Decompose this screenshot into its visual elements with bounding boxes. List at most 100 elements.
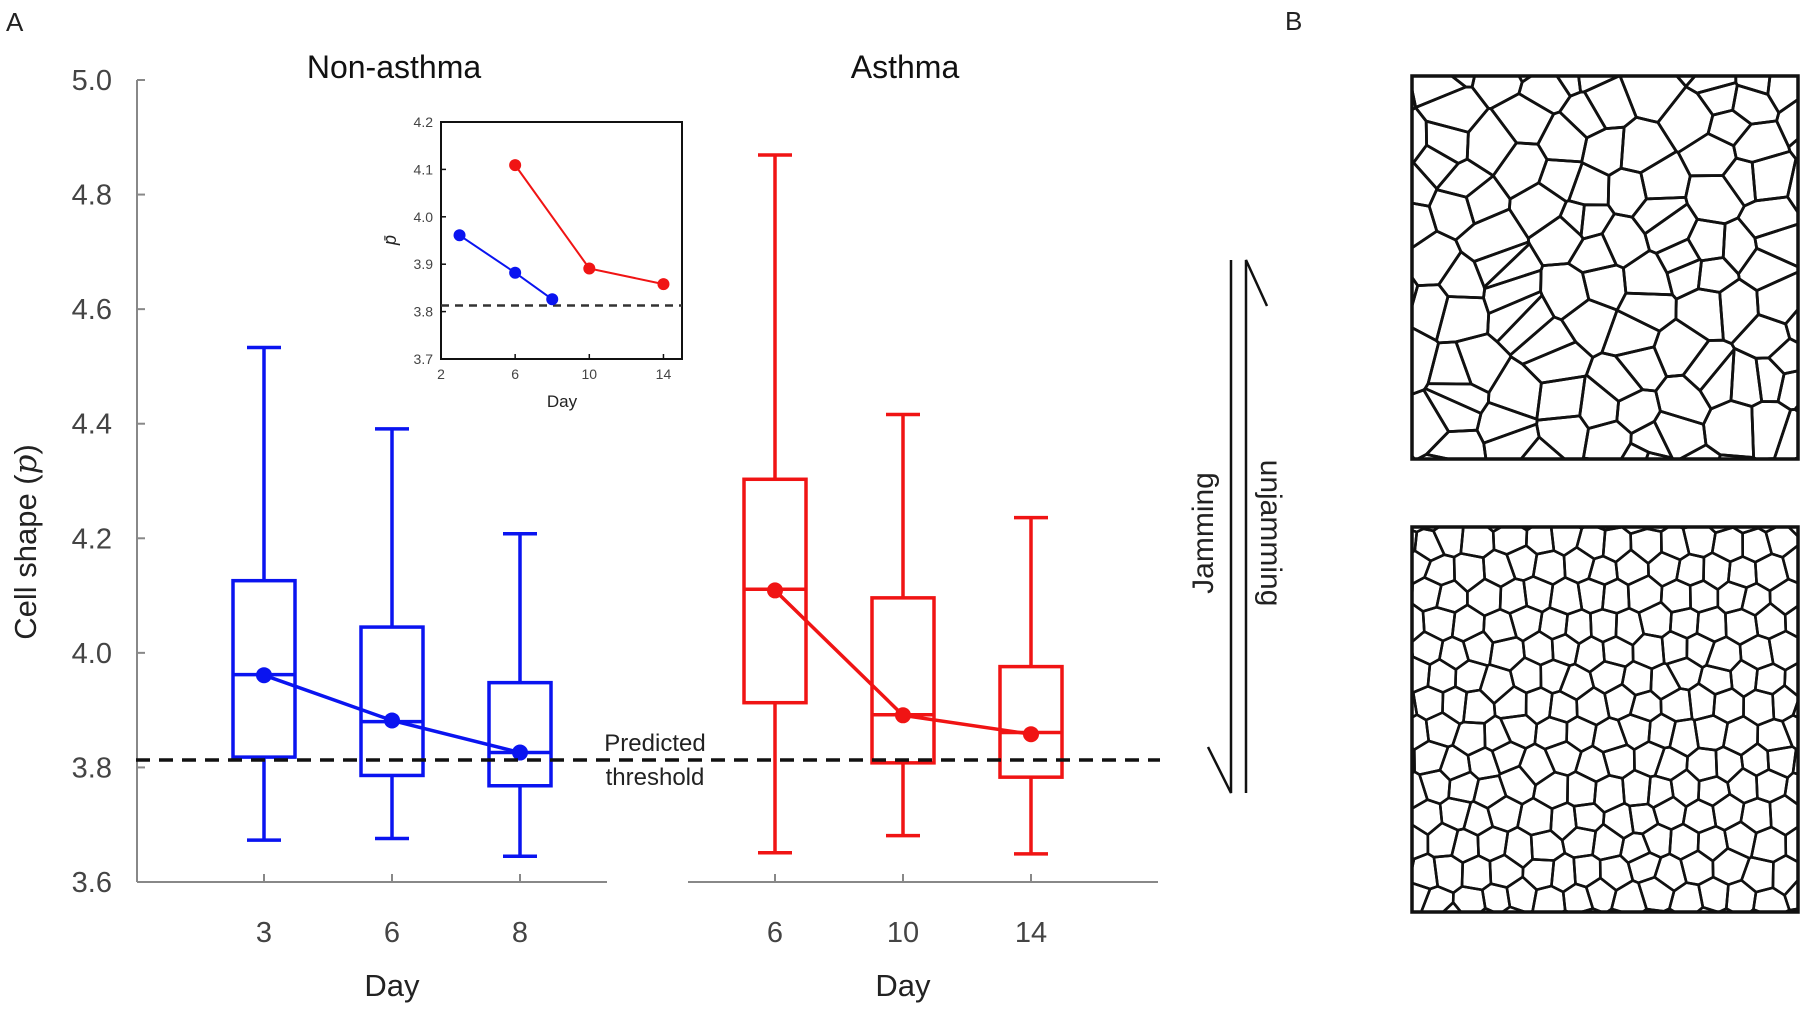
cell (1645, 527, 1671, 533)
cell (1593, 527, 1624, 532)
mean-point (512, 744, 528, 761)
cell (1352, 787, 1410, 849)
mean-point (256, 667, 272, 684)
inset-point-asthma (657, 278, 670, 291)
inset-x-tick-label: 10 (582, 366, 598, 382)
cell (1485, 527, 1504, 533)
cell (1517, 76, 1534, 84)
box-iqr (359, 625, 425, 778)
cell (1748, 908, 1764, 912)
y-axis-label-text: Cell shape (8, 493, 43, 639)
box-non-asthma-day-8 (487, 531, 553, 858)
box-group-non-asthma: 3 6 8 (231, 345, 553, 949)
box-non-asthma-day-3 (231, 345, 297, 842)
cell (1526, 909, 1537, 912)
cell (1611, 16, 1697, 64)
cell (1717, 907, 1736, 912)
cell (1465, 16, 1549, 58)
inset-x-axis-label: Day (547, 392, 578, 411)
cell (1783, 771, 1798, 807)
tissue-bottom-frame (1410, 525, 1800, 914)
cell (1500, 905, 1529, 912)
inset-series (453, 159, 670, 306)
tissue-top-frame (1410, 74, 1800, 461)
cell (1412, 527, 1425, 534)
inset-x-tick-label: 14 (656, 366, 672, 382)
cell (1352, 898, 1416, 972)
group-title-asthma: Asthma (851, 49, 960, 85)
cell (1421, 527, 1442, 533)
x-tick-label: 10 (887, 917, 919, 949)
inset-axes: 3.7 3.8 3.9 4.0 4.1 4.2 2 6 10 14 (414, 114, 672, 382)
inset-y-tick-label: 4.0 (414, 209, 434, 225)
cell (1412, 453, 1417, 459)
cell (1412, 690, 1419, 719)
x-axis-label-asthma: Day (875, 968, 931, 1003)
inset-y-tick-label: 3.9 (414, 256, 434, 272)
tissue-top-cells (1352, 16, 1798, 519)
y-tick-label: 4.0 (72, 638, 112, 670)
cell (1412, 529, 1419, 554)
y-tick-label: 5.0 (72, 65, 112, 97)
group-title-non-asthma: Non-asthma (307, 49, 482, 85)
cell (1405, 471, 1492, 519)
inset-point-non-asthma (509, 266, 522, 279)
inset-point-asthma (509, 159, 522, 172)
cell (1518, 527, 1535, 532)
cell (1412, 746, 1416, 775)
cell (1619, 441, 1650, 459)
box-iqr (487, 680, 553, 788)
y-tick-label: 4.2 (72, 523, 112, 555)
cell (1412, 392, 1414, 398)
cell (1482, 422, 1541, 459)
cell (1755, 457, 1779, 459)
cell (1676, 443, 1722, 459)
x-tick-label: 6 (767, 917, 783, 949)
y-tick-label: 4.6 (72, 294, 112, 326)
inset-y-tick-label: 3.7 (414, 351, 434, 367)
threshold-label-line1: Predicted (604, 730, 705, 757)
mean-point (384, 712, 400, 729)
cell (1788, 907, 1798, 912)
box-asthma-day-14 (998, 515, 1064, 856)
y-tick-label: 4.8 (72, 180, 112, 212)
cell (1662, 907, 1678, 912)
cell (1767, 337, 1798, 376)
box-iqr (998, 664, 1064, 779)
cell (1677, 527, 1694, 530)
cell (1772, 407, 1798, 459)
main-axes: 3.6 3.8 4.0 4.2 4.4 4.6 4.8 5.0 (72, 65, 1158, 899)
cell (1640, 907, 1666, 912)
transition-arrows: Jamming unjamming (1187, 259, 1287, 794)
box-iqr (870, 596, 936, 765)
cell (1478, 906, 1497, 912)
cell (1490, 469, 1566, 519)
cell (1717, 453, 1758, 459)
cell (1731, 527, 1760, 535)
cell (1406, 915, 1461, 972)
cell (1535, 414, 1590, 459)
box-asthma-day-6 (742, 153, 808, 855)
cell (1782, 908, 1792, 912)
inset-point-asthma (583, 262, 596, 275)
unjammed-tissue (1352, 16, 1800, 519)
cell (1559, 909, 1572, 912)
cell (1576, 907, 1606, 912)
jamming-label: Jamming (1187, 472, 1220, 594)
cell (1352, 280, 1408, 361)
inset-y-tick-label: 4.1 (414, 161, 434, 177)
cell (1766, 76, 1798, 115)
unjamming-arrow (1244, 259, 1269, 793)
cell (1527, 467, 1560, 525)
cell (1604, 907, 1627, 912)
cell (1412, 581, 1414, 605)
y-tick-label: 3.8 (72, 752, 112, 784)
cell (1575, 527, 1588, 530)
cell (1620, 527, 1649, 536)
inset-frame (440, 121, 683, 360)
x-tick-label: 14 (1015, 917, 1047, 949)
cell (1412, 83, 1418, 112)
cell (1462, 527, 1467, 528)
box-group-asthma: 6 10 14 (742, 153, 1064, 949)
